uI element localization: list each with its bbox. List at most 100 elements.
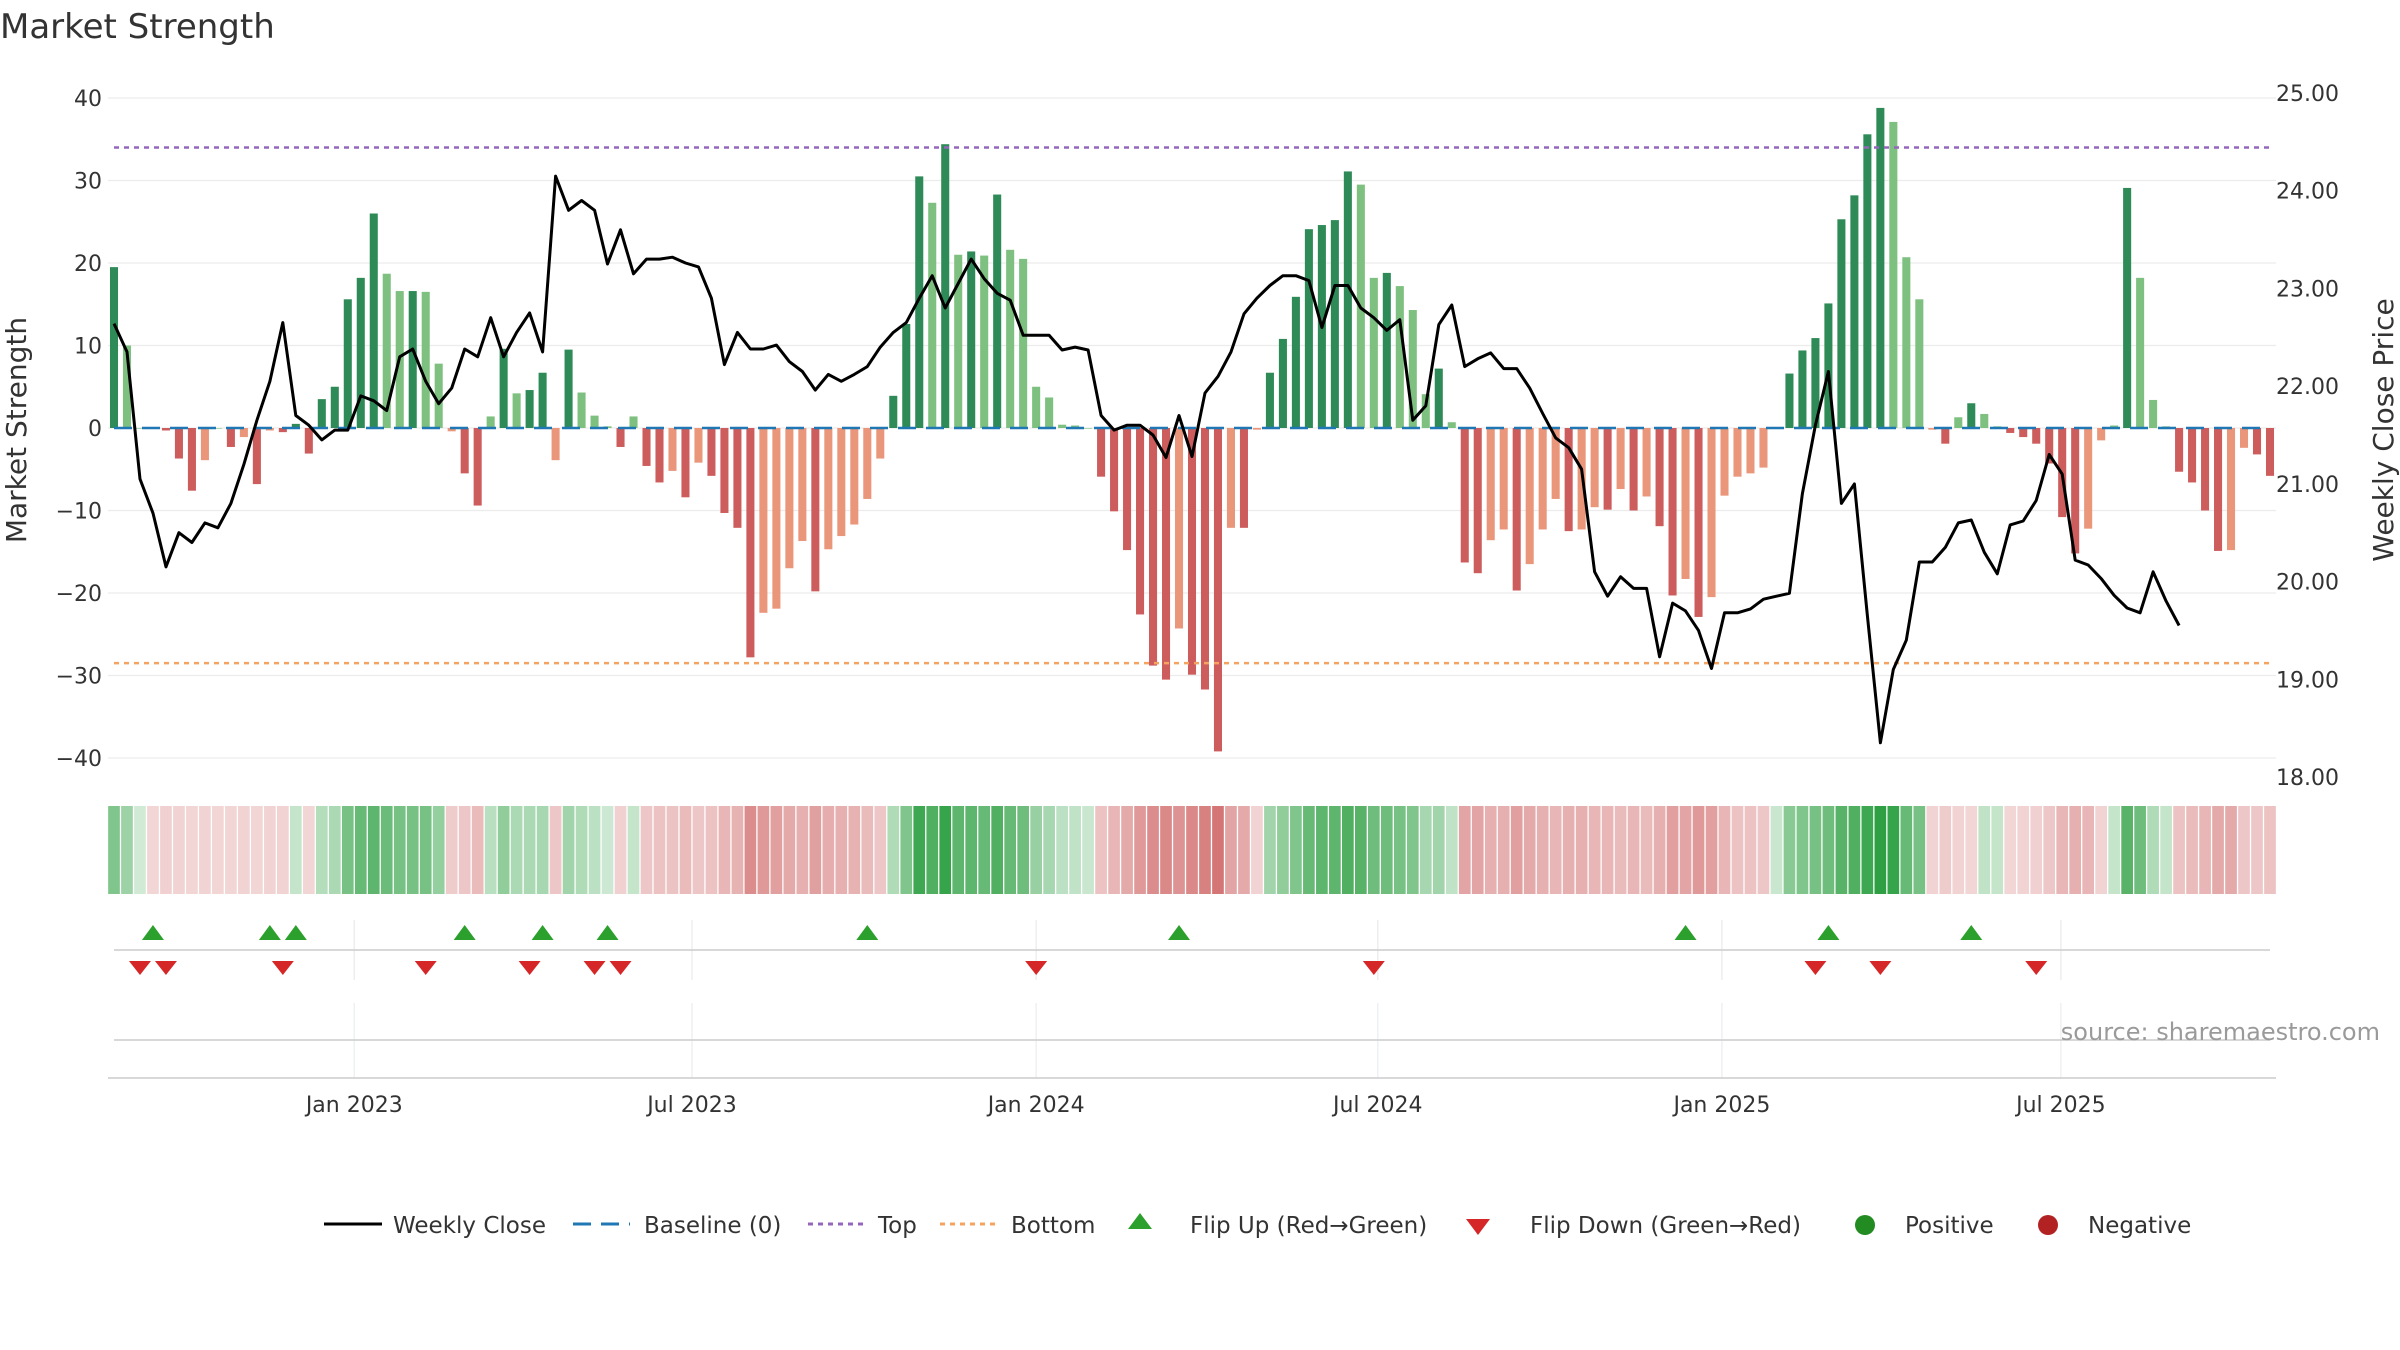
ticks-layer: 40 30 20 10 0 −10 −20 −30 −40 25.00 24.00 23.00 22.0… (56, 82, 2339, 791)
x-tick-label: Jan 2024 (986, 1093, 1085, 1118)
strip-cell-negative (1744, 806, 1757, 894)
y2-tick-label: 20.00 (2276, 571, 2339, 596)
source-note: source: sharemaestro.com (2061, 1018, 2380, 1046)
bar-negative (1681, 428, 1690, 579)
bar-positive (343, 299, 352, 428)
bar-negative (1733, 428, 1742, 477)
strip-cell-negative (744, 806, 757, 894)
bar-negative (720, 428, 729, 513)
strip-cell-positive (121, 806, 133, 894)
bar-negative (642, 428, 651, 466)
strip-cell-positive (1900, 806, 1913, 894)
bar-negative (811, 428, 820, 592)
bar-negative (200, 428, 209, 461)
bar-negative (785, 428, 794, 569)
bar-positive (1447, 422, 1456, 428)
bar-negative (1590, 428, 1599, 508)
bar-negative (1473, 428, 1482, 574)
bar-positive (1291, 296, 1300, 428)
chart-title: Market Strength (0, 7, 275, 47)
strip-cell-negative (1536, 806, 1549, 894)
bar-positive (902, 324, 911, 428)
bar-positive (1032, 386, 1041, 428)
strip-cell-negative (1212, 806, 1224, 894)
bar-negative (1252, 428, 1261, 430)
bar-negative (616, 428, 625, 447)
y2-tick-label: 21.00 (2276, 473, 2339, 498)
bar-negative (2227, 428, 2236, 551)
strip-cell-positive (536, 806, 549, 894)
bar-negative (1213, 428, 1223, 752)
bar-positive (590, 415, 599, 428)
x-tick-label: Jan 2025 (1671, 1093, 1770, 1118)
bar-positive (382, 273, 391, 428)
x-tick-label: Jul 2023 (645, 1093, 737, 1118)
bar-negative (187, 428, 196, 491)
flip-up-marker-icon (258, 925, 281, 940)
bar-positive (1019, 258, 1028, 428)
bar-negative (1226, 428, 1235, 528)
bar-negative (1499, 428, 1508, 530)
bar-negative (2006, 428, 2015, 433)
bar-positive (1369, 277, 1378, 428)
legend-bottom: Bottom (1011, 1213, 1095, 1239)
x-tick-label: Jul 2025 (2014, 1093, 2106, 1118)
y-axis-label: Market Strength (0, 317, 33, 543)
y2-tick-label: 23.00 (2276, 277, 2339, 302)
strip-cell-negative (705, 806, 718, 894)
bar-positive (512, 393, 521, 428)
strip-cell-negative (1497, 806, 1510, 894)
bar-negative (304, 428, 313, 454)
strip-cell-negative (1939, 806, 1952, 894)
strip-cell-negative (1095, 806, 1107, 894)
bar-negative (1486, 428, 1495, 541)
strip-cell-positive (1913, 806, 1926, 894)
bar-negative (2265, 428, 2275, 476)
strip-cell-positive (1017, 806, 1030, 894)
strip-cell-positive (1004, 806, 1017, 894)
flip-up-marker-icon (284, 925, 307, 940)
strip-cell-positive (1887, 806, 1900, 894)
bar-positive (993, 194, 1002, 428)
bar-positive (1850, 195, 1859, 428)
bar-positive (421, 291, 430, 428)
strip-cell-negative (1614, 806, 1627, 894)
strip-cell-positive (134, 806, 146, 894)
strip-cell-negative (1173, 806, 1185, 894)
strip-cell-positive (1277, 806, 1289, 894)
bar-negative (1629, 428, 1638, 511)
legend-flip-down: Flip Down (Green→Red) (1530, 1213, 1801, 1239)
strip-cell-positive (1861, 806, 1874, 894)
strip-cell-positive (380, 806, 393, 894)
bar-negative (473, 428, 482, 506)
strip-cell-negative (1731, 806, 1744, 894)
bar-negative (733, 428, 742, 528)
strip-cell-positive (588, 806, 601, 894)
bar-positive (213, 428, 222, 429)
strip-cell-positive (1770, 806, 1783, 894)
strip-cell-negative (640, 806, 653, 894)
legend-negative-dot-icon (2038, 1215, 2058, 1235)
flip-up-marker-icon (596, 925, 619, 940)
strip-cell-positive (1329, 806, 1341, 894)
bar-positive (1863, 134, 1872, 429)
strip-cell-negative (783, 806, 796, 894)
strip-cell-negative (1484, 806, 1497, 894)
strip-cell-negative (2095, 806, 2108, 894)
bar-negative (746, 428, 755, 658)
bar-negative (1564, 428, 1573, 532)
strip-cell-negative (2251, 806, 2263, 894)
flip-down-marker-icon (2025, 961, 2048, 975)
flip-down-marker-icon (518, 961, 541, 975)
y2-tick-label: 24.00 (2276, 180, 2339, 205)
bar-negative (798, 428, 807, 542)
strip-cell-positive (406, 806, 419, 894)
bar-positive (954, 254, 963, 428)
bar-positive (1954, 417, 1963, 428)
bar-negative (1200, 428, 1210, 690)
strip-cell-positive (367, 806, 380, 894)
strip-cell-negative (238, 806, 250, 894)
strip-cell-negative (1549, 806, 1562, 894)
bar-negative (1136, 428, 1145, 615)
bar-negative (1460, 428, 1469, 563)
